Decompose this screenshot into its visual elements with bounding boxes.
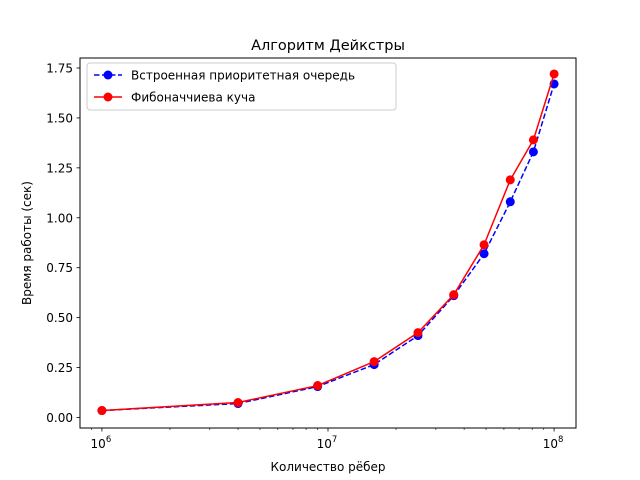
data-point — [233, 398, 243, 408]
y-tick-label: 1.00 — [46, 211, 73, 225]
chart-title: Алгоритм Дейкстры — [251, 38, 405, 54]
legend-label-priority-queue: Встроенная приоритетная очередь — [131, 69, 355, 83]
plot-area — [97, 69, 559, 416]
data-point — [313, 381, 323, 391]
series-line-1 — [101, 73, 555, 412]
legend-box — [86, 62, 397, 111]
data-point — [505, 175, 515, 185]
y-tick-label: 1.75 — [46, 61, 73, 75]
y-axis-title: Время работы (сек) — [20, 181, 34, 305]
legend-label-fibonacci-heap: Фибоначчиева куча — [131, 91, 255, 105]
data-point — [505, 197, 515, 207]
legend: Встроенная приоритетная очередь Фибоначч… — [86, 62, 397, 111]
legend-marker-fibonacci-heap — [103, 92, 113, 102]
data-point — [413, 328, 423, 338]
data-point — [449, 290, 459, 300]
y-tick-label: 1.50 — [46, 111, 73, 125]
data-point — [549, 69, 559, 79]
legend-marker-priority-queue — [103, 70, 113, 80]
y-tick-label: 0.75 — [46, 261, 73, 275]
data-point — [528, 147, 538, 157]
data-point — [369, 357, 379, 367]
data-point — [528, 135, 538, 145]
x-tick-label: 108 — [543, 435, 564, 451]
x-axis-title: Количество рёбер — [270, 460, 385, 474]
y-tick-label: 0.50 — [46, 311, 73, 325]
axis-ticks: 0.00 0.25 0.50 0.75 1.00 1.25 1.50 1.75 106 107 10… — [46, 61, 563, 451]
data-point — [479, 249, 489, 259]
y-tick-label: 0.25 — [46, 361, 73, 375]
y-tick-label: 1.25 — [46, 161, 73, 175]
data-point — [97, 406, 107, 416]
x-tick-label: 106 — [91, 435, 112, 451]
y-tick-label: 0.00 — [46, 411, 73, 425]
x-tick-label: 107 — [317, 435, 338, 451]
data-point — [479, 240, 489, 250]
series-line-0 — [101, 83, 555, 412]
